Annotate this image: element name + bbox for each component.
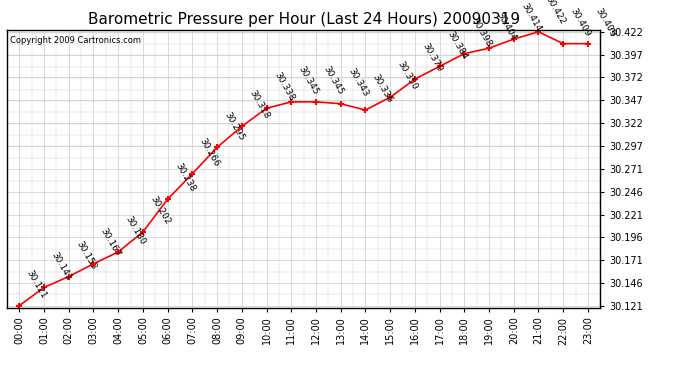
Text: 30.202: 30.202 [148,195,172,226]
Text: 30.180: 30.180 [124,214,148,246]
Text: 30.238: 30.238 [173,162,197,194]
Text: 30.350: 30.350 [395,60,420,92]
Text: 30.345: 30.345 [322,64,345,96]
Text: 30.384: 30.384 [445,29,469,61]
Text: 30.153: 30.153 [75,239,98,271]
Text: 30.141: 30.141 [50,250,73,282]
Text: 30.266: 30.266 [198,136,221,168]
Text: 30.404: 30.404 [495,11,518,43]
Title: Barometric Pressure per Hour (Last 24 Hours) 20090319: Barometric Pressure per Hour (Last 24 Ho… [88,12,520,27]
Text: Copyright 2009 Cartronics.com: Copyright 2009 Cartronics.com [10,36,141,45]
Text: 30.409: 30.409 [569,6,592,38]
Text: 30.370: 30.370 [420,42,444,74]
Text: 30.398: 30.398 [470,16,493,48]
Text: 30.167: 30.167 [99,226,123,258]
Text: 30.121: 30.121 [25,268,48,300]
Text: 30.422: 30.422 [544,0,567,26]
Text: 30.338: 30.338 [272,71,296,103]
Text: 30.345: 30.345 [297,64,320,96]
Text: 30.414: 30.414 [520,2,543,33]
Text: 30.336: 30.336 [371,73,395,105]
Text: 30.295: 30.295 [223,110,246,142]
Text: 30.343: 30.343 [346,66,370,98]
Text: 30.318: 30.318 [247,89,271,121]
Text: 30.409: 30.409 [593,6,617,38]
